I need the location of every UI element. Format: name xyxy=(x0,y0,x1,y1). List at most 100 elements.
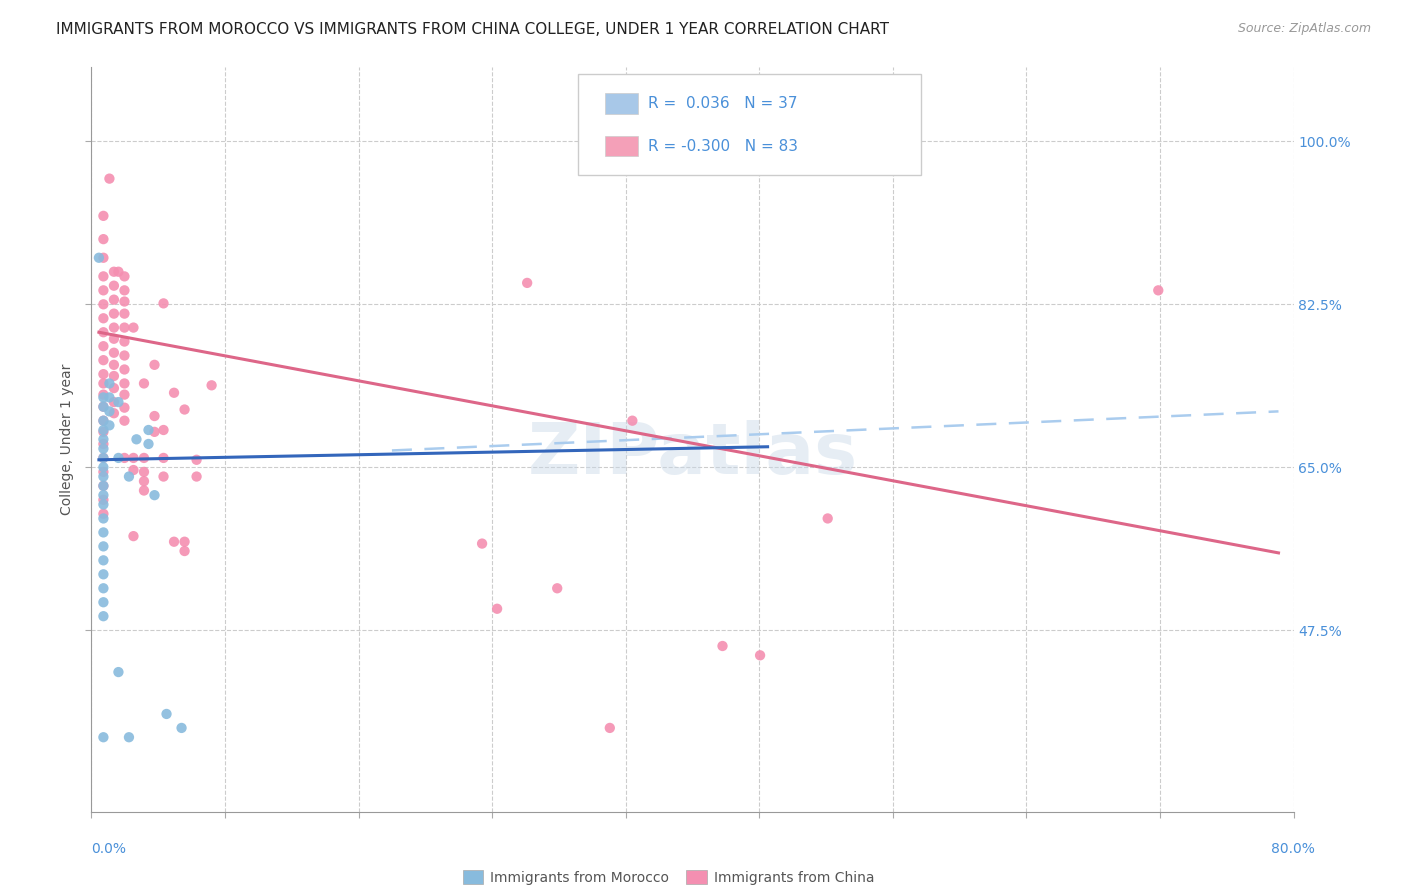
Point xyxy=(114,294,136,309)
Point xyxy=(173,534,195,549)
Point xyxy=(93,400,115,414)
Point xyxy=(122,450,145,465)
Point xyxy=(93,425,115,439)
Point xyxy=(93,400,115,414)
Point xyxy=(93,209,115,223)
FancyBboxPatch shape xyxy=(578,74,921,175)
Point xyxy=(103,369,125,384)
Point xyxy=(152,296,174,310)
Point xyxy=(107,450,129,465)
Point xyxy=(143,358,166,372)
Point xyxy=(93,367,115,381)
Point xyxy=(103,395,125,409)
Text: 0.0%: 0.0% xyxy=(91,842,127,856)
Point xyxy=(132,483,155,498)
FancyBboxPatch shape xyxy=(605,93,638,113)
Text: IMMIGRANTS FROM MOROCCO VS IMMIGRANTS FROM CHINA COLLEGE, UNDER 1 YEAR CORRELATI: IMMIGRANTS FROM MOROCCO VS IMMIGRANTS FR… xyxy=(56,22,889,37)
Point xyxy=(93,553,115,567)
Point xyxy=(93,488,115,502)
Point xyxy=(93,353,115,368)
Point xyxy=(93,460,115,475)
Point xyxy=(138,423,160,437)
Point xyxy=(93,609,115,624)
Point xyxy=(103,307,125,321)
Point xyxy=(114,414,136,428)
Point xyxy=(163,534,186,549)
Text: R = -0.300   N = 83: R = -0.300 N = 83 xyxy=(648,138,799,153)
Point xyxy=(93,479,115,493)
Point xyxy=(93,450,115,465)
Point xyxy=(87,251,110,265)
Point xyxy=(93,525,115,540)
Point xyxy=(93,391,115,405)
Point xyxy=(152,423,174,437)
Point xyxy=(138,437,160,451)
Point xyxy=(103,358,125,372)
Point xyxy=(107,265,129,279)
Point xyxy=(114,387,136,401)
Text: 80.0%: 80.0% xyxy=(1271,842,1315,856)
Point xyxy=(143,488,166,502)
Point xyxy=(621,414,644,428)
Point xyxy=(173,402,195,417)
Point xyxy=(122,463,145,477)
Point xyxy=(711,639,734,653)
Point xyxy=(114,450,136,465)
Point xyxy=(93,423,115,437)
Point xyxy=(93,511,115,525)
Point xyxy=(93,387,115,401)
Point xyxy=(132,474,155,488)
FancyBboxPatch shape xyxy=(605,136,638,156)
Point xyxy=(93,414,115,428)
Point xyxy=(817,511,839,525)
Point xyxy=(93,232,115,246)
Point xyxy=(152,450,174,465)
Point xyxy=(114,284,136,298)
Point xyxy=(152,469,174,483)
Point xyxy=(93,433,115,447)
Point xyxy=(749,648,772,663)
Point xyxy=(98,404,121,418)
Point xyxy=(93,325,115,339)
Point xyxy=(93,339,115,353)
Point xyxy=(118,469,141,483)
Point xyxy=(125,433,148,447)
Text: R =  0.036   N = 37: R = 0.036 N = 37 xyxy=(648,95,797,111)
Point xyxy=(114,334,136,349)
Point xyxy=(98,391,121,405)
Point xyxy=(143,425,166,439)
Point xyxy=(132,465,155,479)
Point xyxy=(93,311,115,326)
Y-axis label: College, Under 1 year: College, Under 1 year xyxy=(60,364,75,515)
Point xyxy=(103,406,125,420)
Point xyxy=(93,414,115,428)
Point xyxy=(93,376,115,391)
Point xyxy=(118,731,141,745)
Point xyxy=(93,492,115,507)
Point xyxy=(599,721,621,735)
Point xyxy=(186,452,208,467)
Point xyxy=(155,706,177,721)
Point xyxy=(114,376,136,391)
Point xyxy=(170,721,193,735)
Point xyxy=(143,409,166,423)
Point xyxy=(471,536,494,550)
Point xyxy=(98,418,121,433)
Point xyxy=(93,540,115,554)
Point xyxy=(98,171,121,186)
Point xyxy=(107,665,129,679)
Point xyxy=(122,320,145,334)
Point xyxy=(114,401,136,415)
Point xyxy=(103,320,125,334)
Point xyxy=(93,465,115,479)
Point xyxy=(103,345,125,359)
Point xyxy=(186,469,208,483)
Point xyxy=(103,381,125,395)
Point xyxy=(93,595,115,609)
Point xyxy=(93,269,115,284)
Point xyxy=(93,479,115,493)
Point xyxy=(107,395,129,409)
Legend: Immigrants from Morocco, Immigrants from China: Immigrants from Morocco, Immigrants from… xyxy=(457,864,880,890)
Point xyxy=(132,450,155,465)
Point xyxy=(93,731,115,745)
